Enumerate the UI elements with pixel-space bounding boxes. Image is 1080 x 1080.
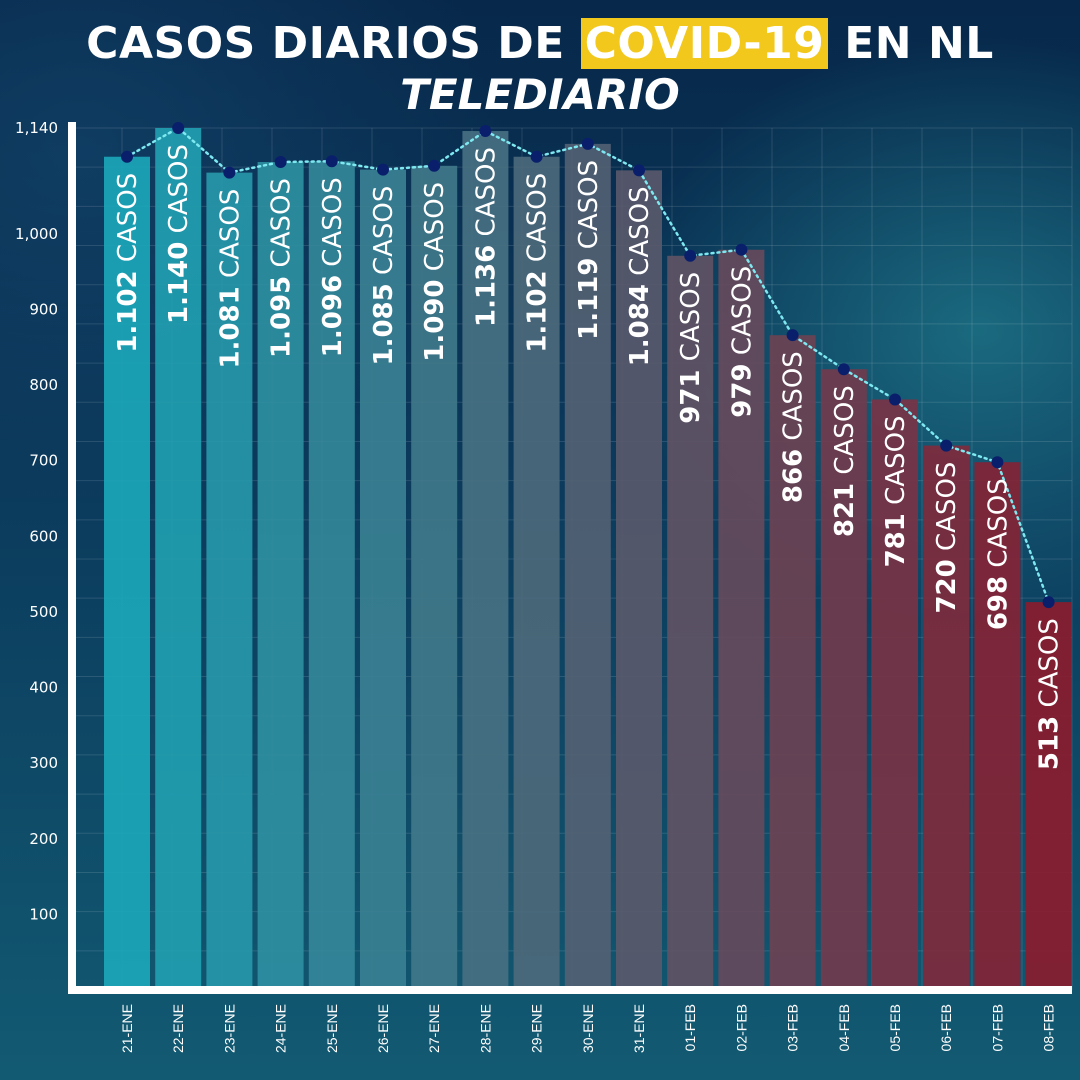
bar-labels: 1.102 CASOS 1.140 CASOS 1.081 CASOS 1.095 C… [113, 144, 1065, 770]
brand-logo: TELEDIARIO [400, 70, 680, 119]
data-point [991, 456, 1004, 469]
y-tick-label: 600 [29, 527, 58, 545]
bar [155, 128, 202, 990]
bar-data-label: 781 CASOS [881, 415, 911, 567]
y-tick-label: 1,140 [15, 119, 58, 137]
x-tick-label: 04-FEB [836, 1004, 852, 1051]
x-tick-label: 26-ENE [375, 1004, 391, 1053]
y-tick-label: 400 [29, 679, 58, 697]
bar-data-label: 698 CASOS [983, 478, 1013, 630]
y-tick-label: 900 [29, 300, 58, 318]
x-tick-label: 22-ENE [170, 1004, 186, 1053]
x-tick-label: 21-ENE [119, 1004, 135, 1053]
data-point [274, 156, 287, 169]
data-point [837, 363, 850, 376]
data-point [172, 122, 185, 134]
x-tick-label: 31-ENE [631, 1004, 647, 1053]
bar-data-label: 971 CASOS [676, 272, 706, 424]
x-tick-label: 07-FEB [989, 1004, 1005, 1051]
data-point [940, 439, 953, 452]
x-tick-label: 28-ENE [477, 1004, 493, 1053]
x-tick-label: 05-FEB [887, 1004, 903, 1051]
y-tick-label: 700 [29, 452, 58, 470]
data-point [530, 150, 543, 163]
y-tick-labels: 100 200 300 400 500 600 700 800 900 1,000 1,140 [15, 119, 58, 923]
bar-data-label: 1.085 CASOS [369, 186, 399, 366]
bar [564, 143, 611, 990]
bar [360, 169, 406, 991]
bar-data-label: 866 CASOS [779, 351, 809, 503]
bar-data-label: 720 CASOS [932, 462, 962, 614]
x-tick-label: 29-ENE [529, 1004, 545, 1053]
x-tick-label: 23-ENE [221, 1004, 237, 1053]
bar-data-label: 1.140 CASOS [164, 144, 194, 324]
bar-data-label: 1.096 CASOS [318, 177, 348, 357]
x-tick-label: 24-ENE [273, 1004, 289, 1053]
data-point [428, 159, 441, 172]
data-point [121, 150, 133, 163]
data-point [377, 163, 389, 176]
bar [974, 462, 1021, 991]
data-point [786, 329, 799, 342]
data-point [684, 249, 697, 262]
x-tick-label: 03-FEB [785, 1004, 801, 1051]
bar [718, 249, 765, 991]
x-tick-label: 02-FEB [733, 1004, 749, 1051]
bar [257, 162, 304, 991]
title-prefix: CASOS DIARIOS DE [86, 18, 581, 69]
bar [206, 172, 253, 990]
bar-data-label: 1.102 CASOS [523, 173, 553, 353]
bar-data-label: 1.119 CASOS [574, 160, 604, 340]
data-point [1042, 596, 1055, 609]
title-highlight: COVID-19 [580, 18, 829, 69]
bar-data-label: 979 CASOS [727, 266, 757, 418]
y-tick-label: 500 [29, 603, 58, 621]
data-point [633, 164, 645, 177]
x-tick-label: 06-FEB [938, 1004, 954, 1051]
bar-data-label: 1.102 CASOS [113, 173, 143, 353]
bars [104, 128, 1072, 991]
data-point [735, 243, 748, 256]
bar [1025, 602, 1072, 990]
bar [769, 335, 816, 990]
bar-data-label: 1.095 CASOS [267, 178, 297, 358]
markers [121, 122, 1055, 609]
x-tick-labels: 21-ENE 22-ENE 23-ENE 24-ENE 25-ENE 26-ENE 27-E… [119, 1004, 1057, 1053]
bar [411, 165, 458, 991]
data-point [889, 393, 901, 406]
bar [462, 131, 509, 991]
y-tick-label: 200 [29, 830, 58, 848]
x-tick-label: 25-ENE [324, 1004, 340, 1053]
bar-data-label: 1.084 CASOS [625, 186, 655, 366]
y-tick-label: 1,000 [15, 225, 58, 243]
title-suffix: EN NL [828, 18, 994, 69]
bar [616, 170, 662, 990]
bar [104, 156, 150, 990]
bar [923, 445, 970, 990]
x-tick-label: 30-ENE [580, 1004, 596, 1053]
bar-data-label: 1.136 CASOS [471, 147, 501, 327]
data-point [479, 125, 492, 138]
bar-data-label: 513 CASOS [1035, 618, 1065, 770]
bar [513, 156, 560, 990]
bar-data-label: 821 CASOS [830, 385, 860, 537]
y-tick-label: 800 [29, 376, 58, 394]
data-point [325, 155, 338, 168]
data-point [223, 166, 236, 179]
y-tick-label: 300 [29, 754, 58, 772]
data-point [581, 137, 594, 150]
bar [667, 255, 714, 990]
bar-data-label: 1.090 CASOS [420, 182, 450, 362]
y-tick-label: 100 [29, 905, 58, 923]
bar [872, 399, 918, 991]
bar-data-label: 1.081 CASOS [215, 189, 245, 369]
x-tick-label: 08-FEB [1041, 1004, 1057, 1051]
x-tick-label: 27-ENE [426, 1004, 442, 1053]
bar [308, 161, 355, 991]
bar [820, 369, 867, 991]
x-tick-label: 01-FEB [682, 1004, 698, 1051]
chart-title: CASOS DIARIOS DE COVID-19 EN NL [0, 18, 1080, 69]
